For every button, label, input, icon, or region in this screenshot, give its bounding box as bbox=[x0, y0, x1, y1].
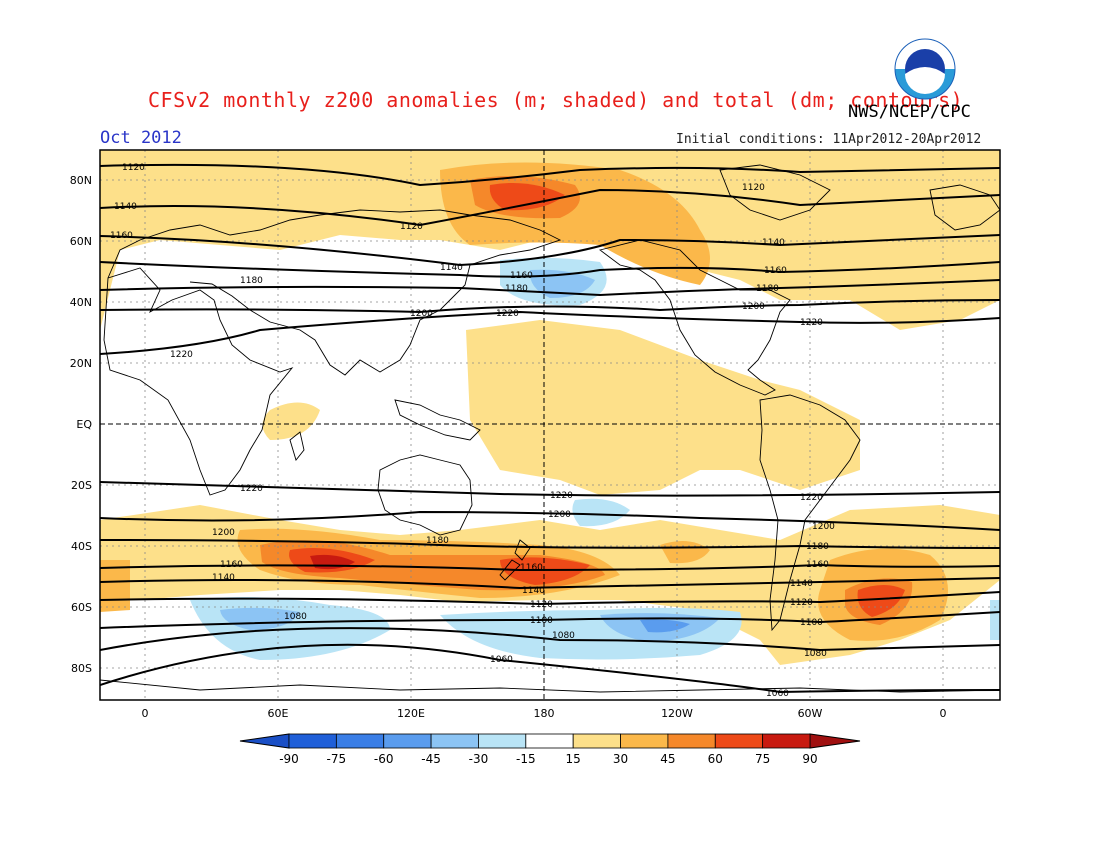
longitude-labels: 0 60E 120E 180 120W 60W 0 bbox=[142, 707, 947, 720]
lon-label: 60E bbox=[268, 707, 289, 720]
contour-label: 1200 bbox=[410, 309, 433, 319]
contour-label: 1060 bbox=[766, 689, 789, 699]
colorbar-tick-label: 45 bbox=[660, 752, 675, 766]
lat-label: 80N bbox=[70, 174, 92, 187]
colorbar-swatch bbox=[525, 733, 574, 749]
contour-label: 1200 bbox=[212, 528, 235, 538]
contour-label: 1200 bbox=[548, 510, 571, 520]
contour-label: 1140 bbox=[762, 238, 785, 248]
colorbar-swatch bbox=[478, 733, 527, 749]
agency-label: NWS/NCEP/CPC bbox=[848, 102, 971, 122]
contour-label: 1140 bbox=[790, 579, 813, 589]
contour-label: 1140 bbox=[440, 263, 463, 273]
colorbar-swatch bbox=[288, 733, 337, 749]
colorbar-swatch bbox=[762, 733, 811, 749]
colorbar-swatch bbox=[667, 733, 716, 749]
contour-label: 1140 bbox=[522, 586, 545, 596]
contour-label: 1080 bbox=[804, 649, 827, 659]
contour-label: 1100 bbox=[530, 616, 553, 626]
colorbar-swatch bbox=[383, 733, 432, 749]
contour-label: 1220 bbox=[170, 350, 193, 360]
lat-label: 40S bbox=[71, 540, 92, 553]
contour-label: 1200 bbox=[812, 522, 835, 532]
colorbar-tick-label: -60 bbox=[374, 752, 394, 766]
contour-label: 1220 bbox=[800, 493, 823, 503]
contour-label: 1100 bbox=[800, 618, 823, 628]
colorbar: -90 -75 -60 -45 -30 -15 15 30 45 60 75 90 bbox=[239, 733, 861, 766]
colorbar-tick-label: 60 bbox=[708, 752, 723, 766]
contour-label: 1180 bbox=[756, 284, 779, 294]
chart-title: CFSv2 monthly z200 anomalies (m; shaded)… bbox=[148, 88, 964, 112]
contour-label: 1160 bbox=[806, 560, 829, 570]
contour-label: 1120 bbox=[530, 600, 553, 610]
lon-label: 120E bbox=[397, 707, 425, 720]
forecast-period: Oct 2012 bbox=[100, 128, 182, 148]
lon-label: 0 bbox=[142, 707, 149, 720]
colorbar-tick-label: -90 bbox=[279, 752, 299, 766]
noaa-logo bbox=[894, 38, 956, 100]
contour-label: 1160 bbox=[220, 560, 243, 570]
colorbar-tick-label: -30 bbox=[469, 752, 489, 766]
colorbar-swatch bbox=[714, 733, 764, 749]
map-frame bbox=[99, 149, 1001, 701]
contour-label: 1160 bbox=[510, 271, 533, 281]
height-contours bbox=[100, 163, 1000, 694]
contour-label: 1160 bbox=[520, 563, 543, 573]
lon-label: 60W bbox=[798, 707, 823, 720]
lon-label: 180 bbox=[534, 707, 555, 720]
contour-label: 1160 bbox=[110, 231, 133, 241]
contour-label: 1180 bbox=[426, 536, 449, 546]
colorbar-swatch bbox=[572, 733, 621, 749]
contour-label: 1160 bbox=[764, 266, 787, 276]
colorbar-tick-label: -15 bbox=[516, 752, 536, 766]
contour-label: 1180 bbox=[806, 542, 829, 552]
contour-label: 1120 bbox=[400, 222, 423, 232]
lat-label: 80S bbox=[71, 662, 92, 675]
colorbar-tick-label: 15 bbox=[566, 752, 581, 766]
lat-label: 60N bbox=[70, 235, 92, 248]
lat-label: 60S bbox=[71, 601, 92, 614]
equator-dateline bbox=[100, 150, 1000, 700]
colorbar-tick-label: -75 bbox=[327, 752, 347, 766]
colorbar-swatch bbox=[335, 733, 385, 749]
colorbar-tick-label: -45 bbox=[421, 752, 441, 766]
latitude-labels: 80N 60N 40N 20N EQ 20S 40S 60S 80S bbox=[70, 174, 93, 675]
colorbar-tick-label: 90 bbox=[802, 752, 817, 766]
colorbar-swatch bbox=[620, 733, 669, 749]
contour-label: 1080 bbox=[552, 631, 575, 641]
colorbar-tick-label: 75 bbox=[755, 752, 770, 766]
contour-label: 1120 bbox=[790, 598, 813, 608]
colorbar-arrow-right bbox=[809, 733, 861, 749]
lat-label: EQ bbox=[76, 418, 92, 431]
contour-label: 1060 bbox=[490, 655, 513, 665]
contour-label: 1220 bbox=[550, 491, 573, 501]
contour-label: 1120 bbox=[122, 163, 145, 173]
lat-label: 40N bbox=[70, 296, 92, 309]
contour-label: 1180 bbox=[240, 276, 263, 286]
colorbar-swatch bbox=[430, 733, 479, 749]
contour-label: 1140 bbox=[114, 202, 137, 212]
anomaly-shading bbox=[100, 150, 1000, 665]
contour-labels: 1120 1140 1160 1180 1200 1220 1120 1140 … bbox=[110, 163, 835, 699]
lon-label: 120W bbox=[661, 707, 693, 720]
initial-conditions: Initial conditions: 11Apr2012-20Apr2012 bbox=[676, 132, 982, 147]
contour-label: 1220 bbox=[496, 309, 519, 319]
contour-label: 1220 bbox=[240, 484, 263, 494]
contour-label: 1080 bbox=[284, 612, 307, 622]
lat-label: 20S bbox=[71, 479, 92, 492]
lat-label: 20N bbox=[70, 357, 92, 370]
lon-label: 0 bbox=[940, 707, 947, 720]
contour-label: 1180 bbox=[505, 284, 528, 294]
contour-label: 1140 bbox=[212, 573, 235, 583]
contour-label: 1220 bbox=[800, 318, 823, 328]
colorbar-arrow-left bbox=[239, 733, 290, 749]
contour-label: 1120 bbox=[742, 183, 765, 193]
contour-label: 1200 bbox=[742, 302, 765, 312]
colorbar-tick-label: 30 bbox=[613, 752, 628, 766]
